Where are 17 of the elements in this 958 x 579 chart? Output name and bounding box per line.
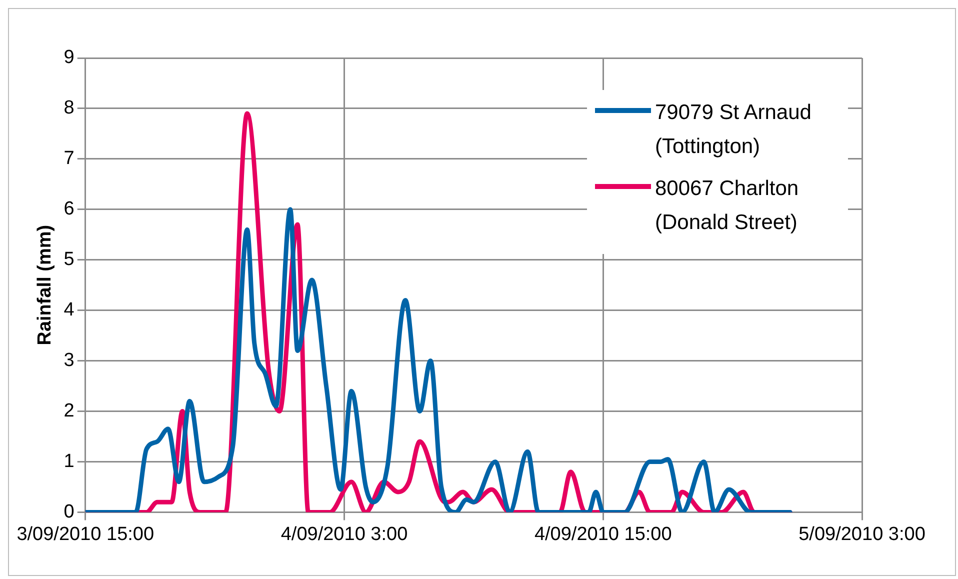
y-tick-label: 0	[64, 501, 74, 522]
y-tick-label: 1	[64, 450, 74, 472]
x-tick-label: 4/09/2010 15:00	[534, 524, 672, 545]
legend-label: 80067 Charlton (Donald Street)	[655, 176, 800, 236]
legend-label: 79079 St Arnaud (Tottington)	[655, 100, 812, 160]
y-tick-label: 4	[64, 300, 75, 321]
y-tick-label: 3	[64, 350, 74, 372]
x-tick-label: 5/09/2010 3:00	[798, 524, 926, 545]
y-tick-label: 9	[64, 47, 74, 68]
x-tick-label: 3/09/2010 15:00	[16, 524, 154, 545]
y-tick-label: 7	[64, 148, 74, 170]
x-tick-label: 4/09/2010 3:00	[280, 524, 408, 545]
y-tick-label: 8	[64, 98, 74, 119]
y-tick-label: 6	[64, 198, 74, 220]
y-tick-label: 2	[64, 400, 74, 422]
y-tick-label: 5	[64, 249, 74, 270]
y-axis-title: Rainfall (mm)	[34, 224, 56, 346]
